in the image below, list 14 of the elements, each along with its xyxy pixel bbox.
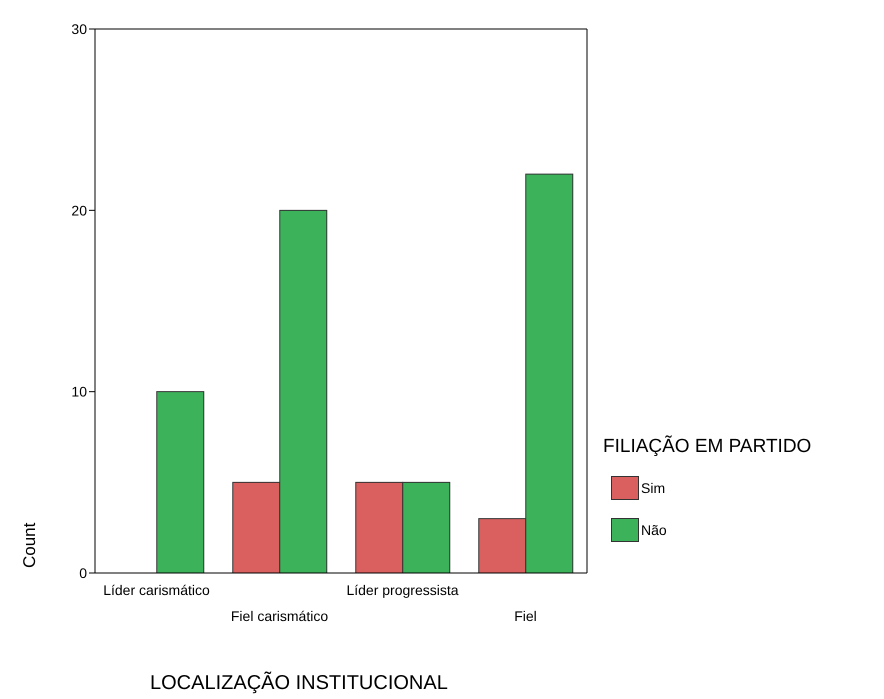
y-tick-label: 30: [71, 20, 88, 37]
x-tick-label: Fiel carismático: [230, 608, 328, 624]
x-axis-title: LOCALIZAÇÃO INSTITUCIONAL: [150, 672, 448, 695]
y-tick-label: 0: [79, 564, 88, 581]
y-axis-title: Count: [20, 522, 40, 568]
x-tick-label: Fiel: [514, 608, 537, 624]
x-tick-label: Líder carismático: [103, 582, 210, 598]
x-tick-label: Líder progressista: [346, 582, 459, 598]
legend-label: Sim: [641, 480, 666, 496]
legend-title: FILIAÇÃO EM PARTIDO: [603, 436, 812, 458]
bar: [156, 391, 204, 573]
y-tick-label: 20: [71, 202, 88, 218]
legend-label: Não: [641, 522, 667, 538]
y-tick-label: 10: [71, 384, 88, 400]
